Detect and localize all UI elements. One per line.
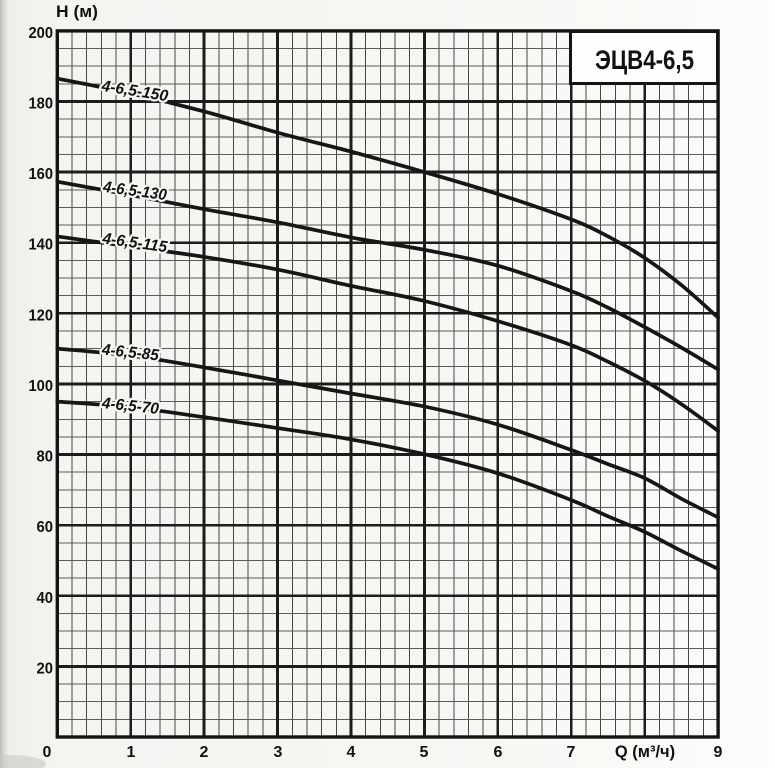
svg-text:6: 6 [494,744,503,761]
svg-text:7: 7 [567,744,576,761]
svg-text:180: 180 [29,96,54,113]
svg-text:100: 100 [29,378,54,395]
svg-text:120: 120 [29,307,54,324]
svg-text:ЭЦВ4-6,5: ЭЦВ4-6,5 [595,45,694,75]
svg-text:60: 60 [37,519,54,536]
svg-text:9: 9 [714,744,723,761]
svg-text:40: 40 [37,590,54,607]
svg-text:Q (м³/ч): Q (м³/ч) [615,743,675,761]
svg-text:1: 1 [127,744,136,761]
svg-text:20: 20 [37,660,54,677]
svg-text:160: 160 [29,166,54,183]
svg-text:3: 3 [274,744,283,761]
svg-text:2: 2 [200,744,209,761]
svg-text:80: 80 [37,449,54,466]
svg-text:0: 0 [43,744,52,761]
svg-text:4: 4 [347,744,356,761]
svg-text:200: 200 [29,25,54,42]
svg-text:5: 5 [420,744,429,761]
svg-text:H (м): H (м) [56,2,98,21]
svg-text:140: 140 [29,237,54,254]
